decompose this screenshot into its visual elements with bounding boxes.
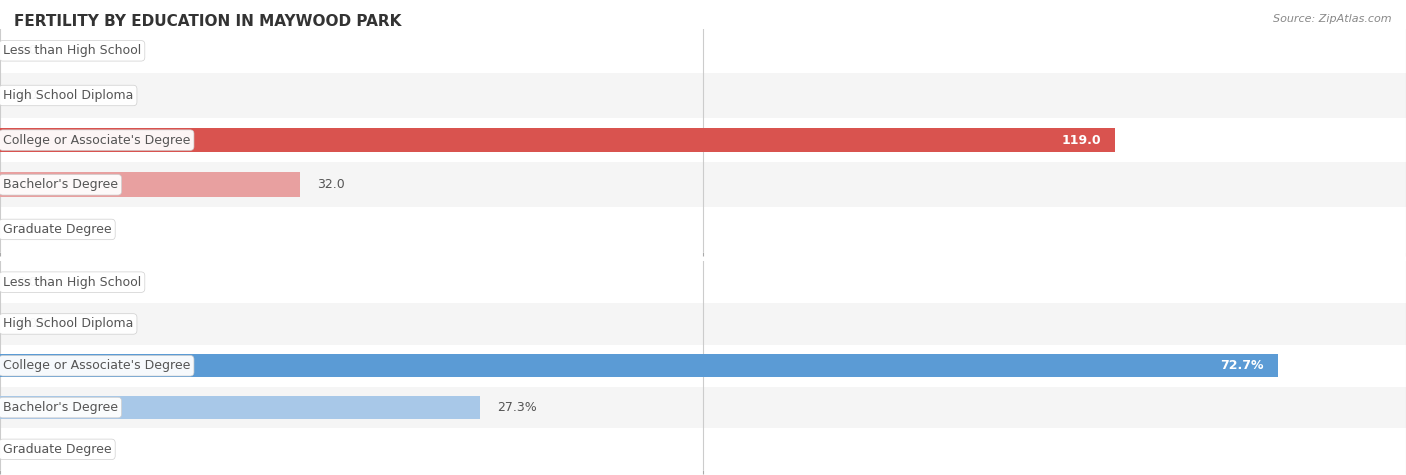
Text: Less than High School: Less than High School bbox=[3, 276, 141, 289]
Bar bbox=[0, 207, 1406, 252]
Bar bbox=[0, 118, 1406, 162]
Text: 119.0: 119.0 bbox=[1062, 133, 1101, 147]
Text: 72.7%: 72.7% bbox=[1220, 359, 1264, 372]
Text: 0.0: 0.0 bbox=[17, 223, 37, 236]
Text: 0.0: 0.0 bbox=[17, 44, 37, 57]
Bar bbox=[0, 162, 1406, 207]
Text: College or Associate's Degree: College or Associate's Degree bbox=[3, 133, 190, 147]
Bar bbox=[0, 28, 1406, 73]
Text: High School Diploma: High School Diploma bbox=[3, 89, 134, 102]
Text: 32.0: 32.0 bbox=[316, 178, 344, 191]
Text: 0.0%: 0.0% bbox=[17, 317, 49, 331]
Bar bbox=[0, 428, 1406, 470]
Text: 27.3%: 27.3% bbox=[496, 401, 537, 414]
Text: Bachelor's Degree: Bachelor's Degree bbox=[3, 401, 118, 414]
Text: Bachelor's Degree: Bachelor's Degree bbox=[3, 178, 118, 191]
Text: Graduate Degree: Graduate Degree bbox=[3, 223, 111, 236]
Text: Graduate Degree: Graduate Degree bbox=[3, 443, 111, 456]
Bar bbox=[0, 387, 1406, 428]
Bar bbox=[0, 261, 1406, 303]
Bar bbox=[0, 303, 1406, 345]
Bar bbox=[0, 73, 1406, 118]
Text: 0.0: 0.0 bbox=[17, 89, 37, 102]
Bar bbox=[0, 128, 1115, 152]
Text: FERTILITY BY EDUCATION IN MAYWOOD PARK: FERTILITY BY EDUCATION IN MAYWOOD PARK bbox=[14, 14, 402, 29]
Text: College or Associate's Degree: College or Associate's Degree bbox=[3, 359, 190, 372]
Text: Source: ZipAtlas.com: Source: ZipAtlas.com bbox=[1274, 14, 1392, 24]
Bar bbox=[0, 396, 479, 419]
Bar bbox=[0, 172, 299, 197]
Bar bbox=[0, 345, 1406, 387]
Text: 0.0%: 0.0% bbox=[17, 276, 49, 289]
Bar bbox=[0, 354, 1278, 377]
Text: Less than High School: Less than High School bbox=[3, 44, 141, 57]
Text: 0.0%: 0.0% bbox=[17, 443, 49, 456]
Text: High School Diploma: High School Diploma bbox=[3, 317, 134, 331]
